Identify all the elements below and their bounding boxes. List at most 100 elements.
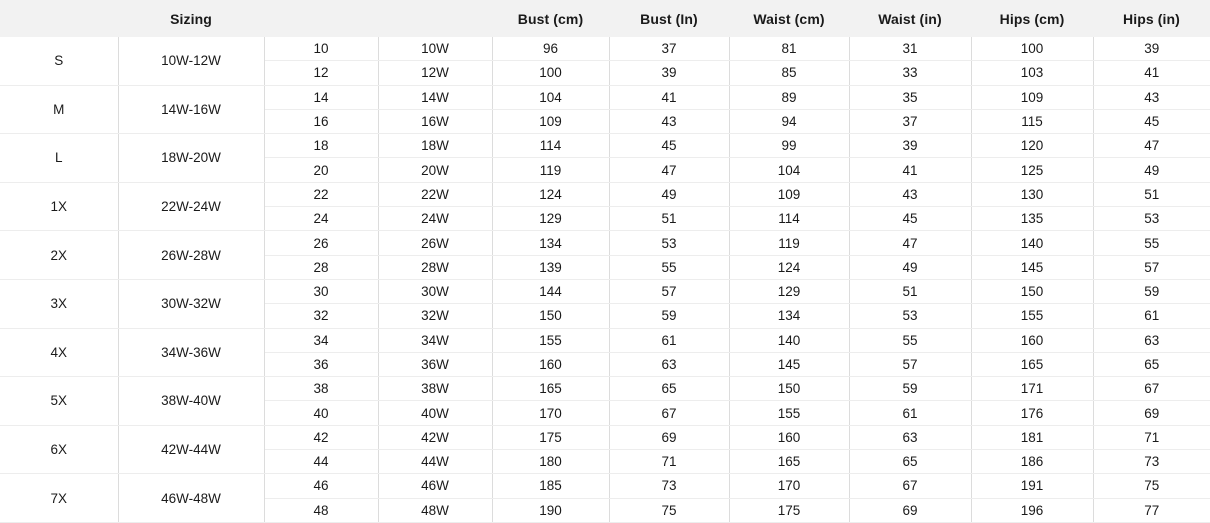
table-row: 36 36W 160 63 145 57 165 65	[0, 352, 1210, 378]
cell-hips-cm: 103	[971, 60, 1094, 86]
table-row: 7X 46W-48W 46 46W 185 73 170 67 191 75	[0, 473, 1210, 523]
cell-numeric-size-w: 38W	[378, 376, 493, 402]
cell-bust-cm: 96	[492, 37, 610, 62]
cell-hips-cm: 109	[971, 84, 1094, 110]
cell-waist-in: 47	[849, 230, 972, 256]
header-row: Sizing Bust (cm) Bust (In) Waist (cm) Wa…	[0, 0, 1210, 37]
cell-size-label: 4X	[0, 328, 119, 378]
cell-hips-in: 77	[1093, 498, 1210, 523]
cell-numeric-size-w: 10W	[378, 37, 493, 62]
cell-hips-in: 67	[1093, 376, 1210, 402]
cell-hips-in: 69	[1093, 400, 1210, 426]
cell-hips-cm: 191	[971, 473, 1094, 499]
cell-numeric-size: 48	[264, 498, 379, 523]
cell-waist-cm: 119	[729, 230, 850, 256]
cell-hips-in: 55	[1093, 230, 1210, 256]
cell-waist-in: 31	[849, 37, 972, 62]
cell-waist-cm: 140	[729, 327, 850, 353]
cell-bust-cm: 139	[492, 255, 610, 280]
cell-waist-in: 35	[849, 84, 972, 110]
cell-hips-in: 43	[1093, 84, 1210, 110]
cell-bust-in: 41	[609, 84, 730, 110]
cell-waist-cm: 85	[729, 60, 850, 86]
cell-bust-cm: 100	[492, 60, 610, 86]
cell-numeric-size: 30	[264, 278, 379, 305]
cell-size-range: 42W-44W	[118, 425, 265, 475]
cell-hips-cm: 135	[971, 206, 1094, 232]
cell-hips-cm: 181	[971, 424, 1094, 451]
cell-size-range: 10W-12W	[118, 37, 265, 86]
column-header-bust-cm: Bust (cm)	[492, 0, 609, 37]
cell-size-label: 5X	[0, 376, 119, 426]
cell-waist-in: 51	[849, 278, 972, 305]
cell-hips-cm: 196	[971, 498, 1094, 523]
cell-numeric-size-w: 32W	[378, 303, 493, 329]
cell-bust-cm: 104	[492, 84, 610, 110]
cell-size-label: S	[0, 37, 119, 86]
table-row: 1X 22W-24W 22 22W 124 49 109 43 130 51	[0, 181, 1210, 232]
cell-waist-in: 49	[849, 255, 972, 280]
column-header-size	[0, 0, 118, 37]
cell-bust-in: 71	[609, 449, 730, 475]
cell-waist-in: 57	[849, 352, 972, 378]
cell-waist-cm: 150	[729, 376, 850, 402]
table-row: L 18W-20W 18 18W 114 45 99 39 120 47	[0, 133, 1210, 183]
cell-hips-cm: 186	[971, 449, 1094, 475]
table-row: 2X 26W-28W 26 26W 134 53 119 47 140 55	[0, 230, 1210, 280]
cell-hips-in: 47	[1093, 133, 1210, 159]
cell-bust-cm: 129	[492, 206, 610, 232]
cell-bust-in: 53	[609, 230, 730, 256]
cell-size-range: 34W-36W	[118, 328, 265, 378]
cell-waist-in: 53	[849, 303, 972, 329]
cell-hips-cm: 120	[971, 133, 1094, 159]
cell-hips-in: 45	[1093, 109, 1210, 135]
cell-bust-cm: 165	[492, 376, 610, 402]
cell-bust-in: 57	[609, 278, 730, 305]
table-row: 32 32W 150 59 134 53 155 61	[0, 303, 1210, 329]
cell-waist-cm: 160	[729, 424, 850, 451]
cell-hips-cm: 176	[971, 400, 1094, 426]
cell-numeric-size: 36	[264, 352, 379, 378]
cell-bust-cm: 180	[492, 449, 610, 475]
cell-bust-in: 43	[609, 109, 730, 135]
cell-numeric-size-w: 34W	[378, 327, 493, 353]
cell-numeric-size: 24	[264, 206, 379, 232]
cell-hips-cm: 140	[971, 230, 1094, 256]
cell-numeric-size-w: 42W	[378, 424, 493, 451]
cell-bust-in: 45	[609, 133, 730, 159]
cell-numeric-size: 34	[264, 327, 379, 353]
cell-bust-in: 63	[609, 352, 730, 378]
cell-waist-cm: 165	[729, 449, 850, 475]
cell-hips-in: 63	[1093, 327, 1210, 353]
cell-size-label: L	[0, 133, 119, 183]
cell-waist-in: 45	[849, 206, 972, 232]
column-header-waist-cm: Waist (cm)	[729, 0, 849, 37]
cell-numeric-size: 38	[264, 376, 379, 402]
cell-hips-in: 65	[1093, 352, 1210, 378]
cell-hips-cm: 150	[971, 278, 1094, 305]
cell-waist-in: 33	[849, 60, 972, 86]
cell-size-label: 3X	[0, 279, 119, 329]
column-header-hips-in: Hips (in)	[1093, 0, 1210, 37]
cell-bust-cm: 190	[492, 498, 610, 523]
cell-numeric-size-w: 24W	[378, 206, 493, 232]
cell-waist-cm: 114	[729, 206, 850, 232]
table-row: 28 28W 139 55 124 49 145 57	[0, 255, 1210, 280]
cell-waist-in: 69	[849, 498, 972, 523]
cell-hips-cm: 125	[971, 157, 1094, 183]
cell-bust-cm: 160	[492, 352, 610, 378]
cell-size-range: 26W-28W	[118, 230, 265, 280]
cell-bust-cm: 175	[492, 424, 610, 451]
cell-waist-cm: 109	[729, 181, 850, 208]
cell-numeric-size: 42	[264, 424, 379, 451]
cell-hips-in: 71	[1093, 424, 1210, 451]
cell-bust-cm: 109	[492, 109, 610, 135]
cell-numeric-size: 20	[264, 157, 379, 183]
cell-hips-cm: 130	[971, 181, 1094, 208]
cell-waist-cm: 104	[729, 157, 850, 183]
cell-hips-in: 75	[1093, 473, 1210, 499]
table-row: 40 40W 170 67 155 61 176 69	[0, 400, 1210, 426]
cell-hips-in: 61	[1093, 303, 1210, 329]
cell-numeric-size: 28	[264, 255, 379, 280]
cell-numeric-size: 16	[264, 109, 379, 135]
